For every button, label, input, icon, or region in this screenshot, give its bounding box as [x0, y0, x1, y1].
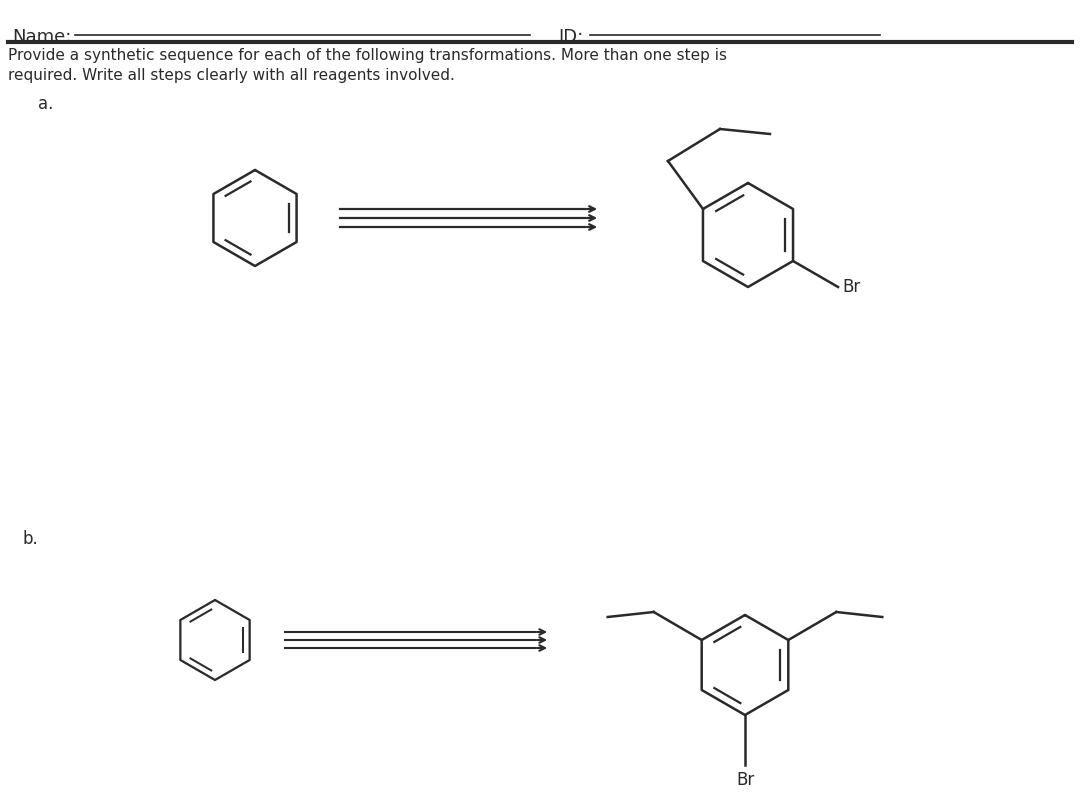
Text: Provide a synthetic sequence for each of the following transformations. More tha: Provide a synthetic sequence for each of… [8, 48, 727, 63]
Text: b.: b. [22, 530, 38, 548]
Text: a.: a. [38, 95, 53, 113]
Text: Br: Br [842, 278, 861, 296]
Text: Br: Br [735, 771, 754, 789]
Text: Name:: Name: [12, 28, 71, 46]
Text: ID:: ID: [558, 28, 583, 46]
Text: required. Write all steps clearly with all reagents involved.: required. Write all steps clearly with a… [8, 68, 455, 83]
